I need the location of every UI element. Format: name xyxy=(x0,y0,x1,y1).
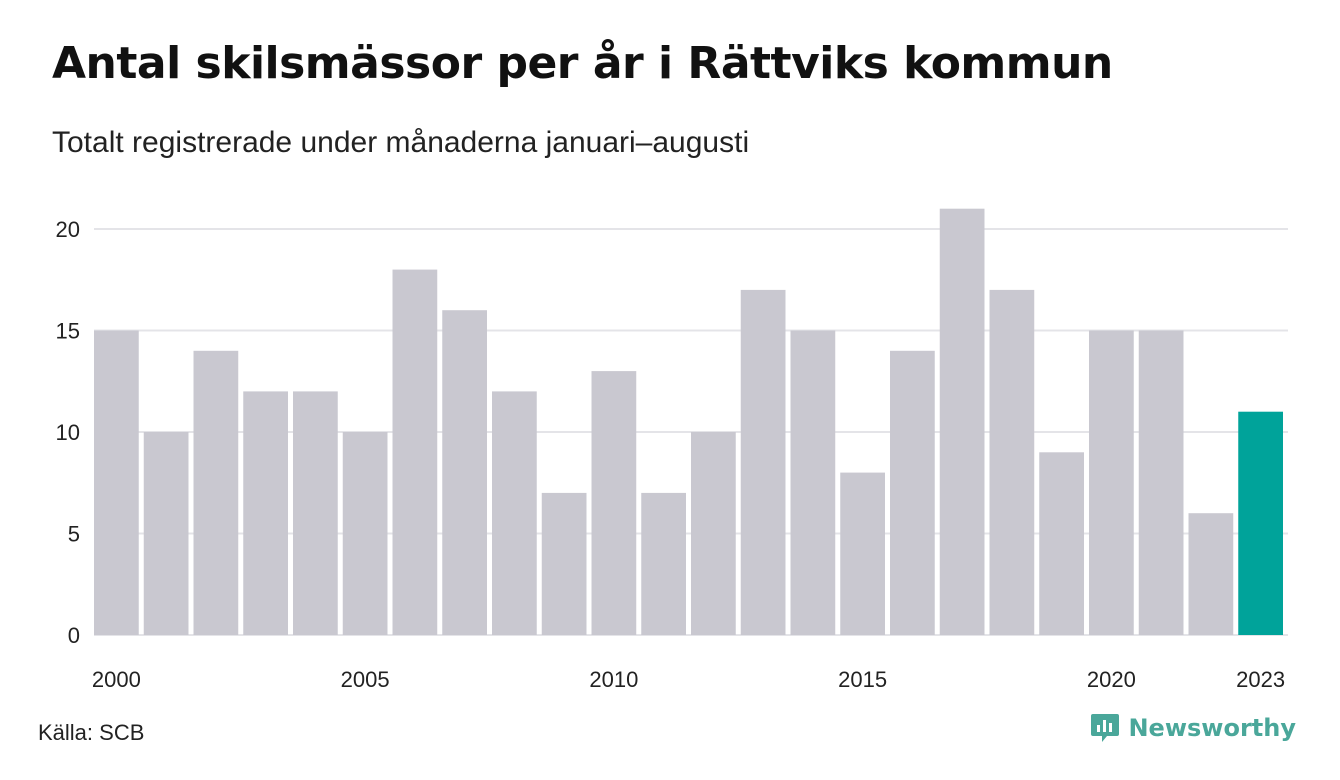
bar-2011 xyxy=(641,492,686,635)
bar-2017 xyxy=(939,208,985,635)
bar-2019 xyxy=(1039,452,1084,635)
x-axis-ticks: 2000 2005 2010 2015 2020 2023 xyxy=(92,667,1285,692)
y-tick-label: 15 xyxy=(56,319,80,344)
bar-2004 xyxy=(293,391,338,635)
bar-2015 xyxy=(840,472,885,635)
bar-2010 xyxy=(591,371,637,635)
bar-2006 xyxy=(392,269,438,635)
bar-2007 xyxy=(442,310,487,635)
bar-2021 xyxy=(1138,330,1184,635)
bar-2008 xyxy=(492,391,537,635)
bar-2005 xyxy=(342,432,388,635)
bar-2002 xyxy=(193,350,239,635)
y-tick-label: 0 xyxy=(68,623,80,648)
bar-2013 xyxy=(740,289,786,635)
y-tick-label: 10 xyxy=(56,420,80,445)
bar-2009 xyxy=(541,492,587,635)
x-tick-label: 2010 xyxy=(589,667,638,692)
bar-2000 xyxy=(94,330,139,635)
source-note: Källa: SCB xyxy=(38,720,145,745)
brand-name: Newsworthy xyxy=(1128,714,1296,742)
bar-2016 xyxy=(890,350,935,635)
bar-2022 xyxy=(1188,513,1234,635)
bar-2014 xyxy=(790,330,836,635)
y-tick-label: 20 xyxy=(56,217,80,242)
newsworthy-logo-icon xyxy=(1091,714,1120,742)
y-tick-label: 5 xyxy=(68,522,80,547)
chart-subtitle: Totalt registrerade under månaderna janu… xyxy=(52,126,750,159)
bar-2001 xyxy=(143,432,189,635)
y-axis-ticks: 0 5 10 15 20 xyxy=(56,217,80,648)
x-tick-label: 2005 xyxy=(341,667,390,692)
bar-2003 xyxy=(243,391,288,635)
bar-2018 xyxy=(989,289,1035,635)
x-tick-label: 2015 xyxy=(838,667,887,692)
x-tick-label: 2000 xyxy=(92,667,141,692)
x-tick-label: 2020 xyxy=(1087,667,1136,692)
bars xyxy=(94,208,1283,635)
brand: Newsworthy xyxy=(1090,712,1296,744)
bar-chart: 0 5 10 15 20 2000 2005 2010 2015 2020 2023 xyxy=(56,208,1288,692)
chart-title: Antal skilsmässor per år i Rättviks komm… xyxy=(52,38,1113,89)
bar-2012 xyxy=(691,432,736,635)
x-tick-label: 2023 xyxy=(1236,667,1285,692)
bar-2023 xyxy=(1238,411,1283,635)
bar-2020 xyxy=(1089,330,1134,635)
